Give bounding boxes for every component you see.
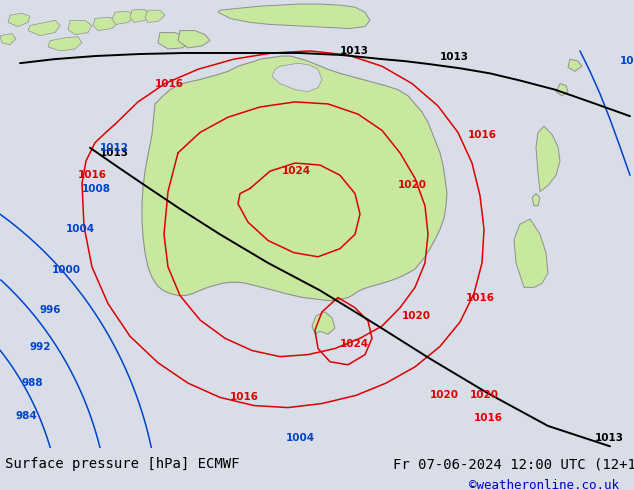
Polygon shape [532, 194, 540, 206]
Polygon shape [142, 56, 447, 300]
Text: 1016: 1016 [230, 392, 259, 402]
Text: ©weatheronline.co.uk: ©weatheronline.co.uk [469, 479, 619, 490]
Polygon shape [68, 21, 92, 35]
Polygon shape [145, 10, 165, 23]
Text: 1020: 1020 [470, 391, 499, 400]
Text: 1000: 1000 [52, 265, 81, 275]
Text: 1024: 1024 [340, 340, 369, 349]
Text: 1024: 1024 [282, 166, 311, 176]
Polygon shape [568, 59, 582, 72]
Text: 1013: 1013 [440, 52, 469, 62]
Polygon shape [556, 84, 568, 96]
Text: 1020: 1020 [430, 391, 459, 400]
Polygon shape [178, 30, 210, 48]
Polygon shape [536, 126, 560, 192]
Text: 996: 996 [40, 305, 61, 315]
Text: Fr 07-06-2024 12:00 UTC (12+192): Fr 07-06-2024 12:00 UTC (12+192) [393, 457, 634, 471]
Text: 1020: 1020 [402, 311, 431, 321]
Text: 988: 988 [22, 378, 44, 388]
Text: 1016: 1016 [468, 129, 497, 140]
Polygon shape [218, 4, 370, 28]
Text: Surface pressure [hPa] ECMWF: Surface pressure [hPa] ECMWF [5, 457, 240, 471]
Polygon shape [272, 63, 322, 92]
Text: 1004: 1004 [66, 224, 95, 234]
Polygon shape [130, 9, 150, 23]
Polygon shape [93, 17, 118, 30]
Text: 1012: 1012 [620, 56, 634, 66]
Text: 1013: 1013 [595, 433, 624, 443]
Text: 984: 984 [16, 411, 38, 421]
Text: 1016: 1016 [474, 413, 503, 423]
Text: 1013: 1013 [340, 46, 369, 56]
Text: 1012: 1012 [100, 143, 129, 153]
Polygon shape [8, 13, 30, 26]
Polygon shape [28, 21, 60, 36]
Polygon shape [312, 312, 335, 334]
Polygon shape [0, 34, 16, 45]
Text: 1013: 1013 [100, 148, 129, 158]
Text: 992: 992 [30, 343, 51, 352]
Polygon shape [48, 37, 82, 51]
Polygon shape [112, 11, 135, 24]
Text: 1016: 1016 [466, 293, 495, 302]
Polygon shape [158, 33, 190, 49]
Polygon shape [514, 219, 548, 287]
Text: 1004: 1004 [285, 433, 314, 443]
Text: 1008: 1008 [82, 184, 111, 194]
Text: 1016: 1016 [155, 78, 184, 89]
Text: 1020: 1020 [398, 180, 427, 191]
Text: 1016: 1016 [78, 170, 107, 180]
